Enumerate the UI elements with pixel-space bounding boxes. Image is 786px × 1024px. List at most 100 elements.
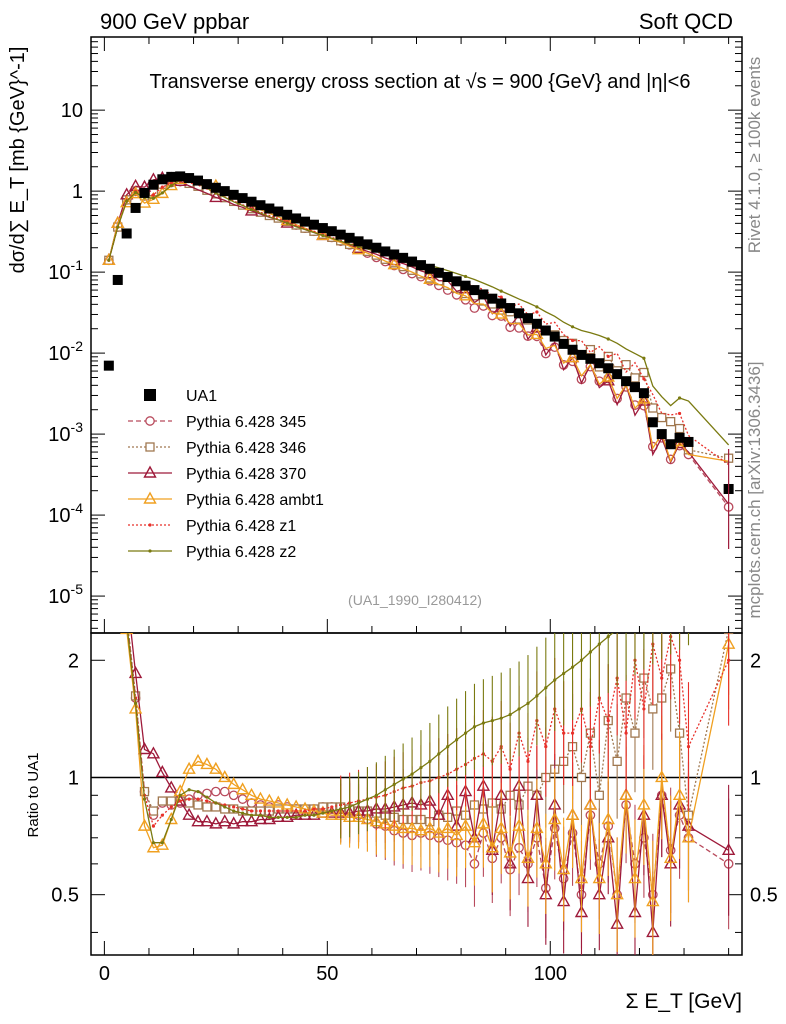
series-6-ratio-point [678, 585, 681, 588]
series-2-ratio-point [594, 790, 604, 800]
series-4-ratio-point [112, 499, 123, 509]
series-4-ratio-point [476, 816, 491, 829]
x-axis: 0 50 100 [99, 37, 730, 985]
series-6-main-point [151, 196, 156, 200]
series-5-ratio-point [241, 807, 245, 811]
reference-point [291, 213, 302, 224]
series-6-ratio-point [606, 635, 610, 639]
reference-point [157, 174, 168, 185]
reference-point [469, 285, 480, 296]
series-3-main-line [108, 177, 730, 505]
series-2-ratio-point [157, 796, 167, 806]
legend-entry: Pythia 6.428 ambt1 [128, 491, 324, 509]
series-1-main-line [108, 181, 730, 508]
series-4-ratio-point [574, 871, 589, 884]
series-6-ratio-point [241, 811, 245, 815]
series-6-ratio-point [401, 777, 405, 781]
series-3-ratio-point [191, 814, 205, 827]
legend-entry: Pythia 6.428 z1 [128, 518, 296, 535]
legend-marker [148, 523, 152, 527]
legend-label: Pythia 6.428 346 [186, 440, 306, 457]
reference-point [148, 179, 159, 190]
series-3-ratio-point [146, 746, 161, 759]
series-3-ratio-point [121, 586, 132, 596]
series-5-ratio-point [249, 809, 254, 813]
series-6-main-point [249, 207, 254, 212]
series-4-ratio-point [681, 830, 696, 843]
series-3-ratio-point [128, 666, 143, 679]
legend-entry: Pythia 6.428 346 [128, 440, 306, 457]
series-4-ratio-point [262, 793, 277, 806]
series-5-ratio-point [294, 809, 298, 813]
reference-point [264, 203, 275, 214]
series-5-main-point [151, 193, 156, 197]
series-4-ratio-point [485, 840, 499, 853]
series-4-ratio-point [494, 820, 508, 834]
series-4-ratio-point [628, 871, 642, 884]
ratio-tick-label-right: 1 [750, 767, 761, 789]
series-6-ratio-point [339, 807, 343, 811]
reference-point [353, 236, 364, 247]
series-4-main-point [387, 257, 401, 270]
series-2-main-point [585, 344, 596, 355]
series-6-ratio-point [410, 772, 414, 776]
series-4-ratio-point [449, 827, 464, 841]
reference-point [103, 360, 114, 371]
legend-label: Pythia 6.428 ambt1 [186, 492, 324, 509]
header-right: Soft QCD [639, 9, 733, 34]
series-6-ratio-point [616, 628, 619, 631]
series-5-main-point [570, 338, 575, 343]
x-axis-label: Σ E_T [GeV] [626, 990, 742, 1013]
series-5-ratio-point [196, 797, 200, 801]
series-5-main-point [677, 411, 682, 416]
series-6-main-point [570, 325, 575, 329]
series-5-ratio-point [642, 707, 646, 711]
series-4-ratio-point [235, 782, 250, 795]
series-3-main-point [637, 393, 651, 406]
reference-point [621, 376, 632, 387]
series-2-ratio-point [114, 519, 122, 527]
reference-point [478, 289, 489, 300]
series-5-ratio-point [508, 767, 512, 771]
series-4-ratio-point [218, 770, 232, 783]
series-6-ratio-point [223, 805, 227, 809]
series-4-ratio-point [128, 701, 143, 714]
reference-point [674, 432, 685, 443]
series-5-ratio-point [321, 807, 325, 811]
series-5-ratio-point [330, 805, 334, 809]
reference-point [193, 175, 204, 186]
series-5-ratio-point [107, 269, 110, 272]
reference-point [344, 232, 355, 243]
series-3-ratio-point [271, 809, 285, 823]
series-6-ratio-point [312, 813, 316, 817]
reference-point [371, 242, 382, 253]
reference-point [184, 173, 195, 184]
reference-point [487, 293, 498, 304]
series-6-ratio-point [455, 738, 459, 742]
reference-point [282, 209, 293, 220]
series-6-ratio-point [205, 795, 209, 799]
series-4-ratio-point [521, 850, 535, 864]
series-2-ratio-point [630, 728, 640, 738]
series-4-ratio-point [637, 797, 651, 810]
series-4-ratio-point [619, 787, 633, 800]
reference-point [317, 223, 328, 234]
rivet-version-label: Rivet 4.1.0, ≥ 100k events [745, 57, 764, 253]
ratio-tick-label-right: 2 [750, 650, 761, 672]
series-1-ratio-point [114, 519, 122, 527]
series-3-ratio-point [244, 814, 259, 827]
reference-point [656, 429, 667, 440]
series-5-main-point [169, 181, 173, 185]
series-6-ratio-point [419, 766, 423, 770]
series-2-main-point [657, 412, 667, 423]
series-6-ratio-point [348, 805, 352, 809]
series-6-ratio-point [392, 782, 396, 786]
series-5-ratio-point [205, 799, 209, 803]
series-4-main-point [601, 369, 615, 382]
series-6-main-point [107, 258, 111, 262]
series-6-ratio-point [285, 815, 289, 819]
series-4-ratio-point [414, 823, 428, 836]
reference-point [121, 228, 132, 239]
series-4-ratio-point [164, 812, 178, 825]
reference-point [407, 256, 418, 267]
